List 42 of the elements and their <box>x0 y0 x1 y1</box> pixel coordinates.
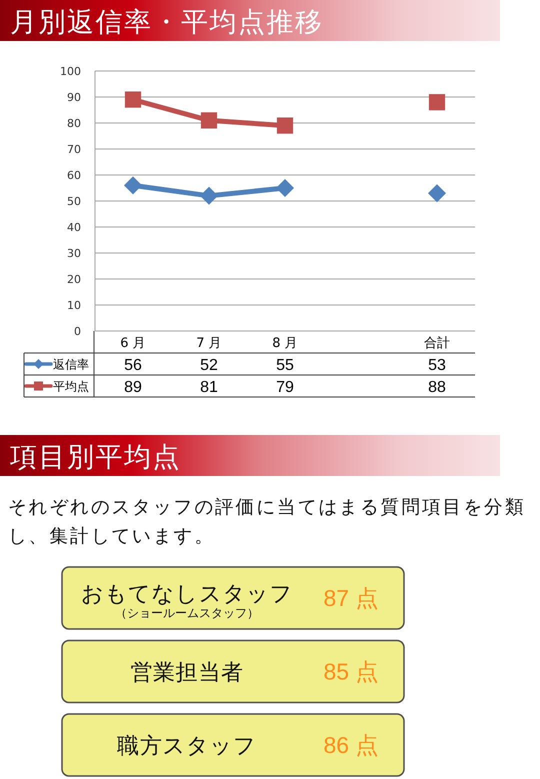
category-label: おもてなしスタッフ（ショールームスタッフ） <box>80 582 294 620</box>
point <box>200 112 218 128</box>
data-label: 52 <box>200 357 218 374</box>
text: 項目別平均点 <box>9 442 181 473</box>
y-tick-label: 0 <box>74 325 81 338</box>
text: それぞれのスタッフの評価に当てはまる質問項目を分類し、集計しています。 <box>8 497 526 547</box>
data-label: 56 <box>124 357 142 374</box>
chart-title: 月別返信率・平均点推移 <box>10 7 324 38</box>
y-tick-label: 100 <box>60 65 81 78</box>
y-tick-label: 80 <box>67 117 81 130</box>
data-label: 81 <box>200 379 218 396</box>
point <box>200 186 218 205</box>
x-tick-label: 8 月 <box>272 336 298 351</box>
y-tick-label: 70 <box>67 143 81 156</box>
legend-label: 返信率 <box>53 358 89 372</box>
y-tick-label: 50 <box>67 195 81 208</box>
x-tick-label: 6 月 <box>120 336 146 351</box>
x-tick-label: 7 月 <box>196 336 222 351</box>
point <box>124 92 142 108</box>
point <box>428 94 446 110</box>
y-tick-label: 20 <box>67 273 81 286</box>
y-tick-label: 90 <box>67 91 81 104</box>
data-label: 89 <box>124 379 142 396</box>
y-tick-label: 10 <box>67 299 81 312</box>
data-label: 53 <box>428 357 446 374</box>
category-label: 職方スタッフ <box>117 734 257 759</box>
data-label: 85 点 <box>324 658 378 684</box>
legend-label: 平均点 <box>53 380 89 394</box>
data-label: 55 <box>276 357 294 374</box>
category-label: 営業担当者 <box>130 660 244 686</box>
point <box>276 179 294 197</box>
data-label: 87 点 <box>324 585 378 611</box>
x-tick-label: 合計 <box>424 336 450 351</box>
data-label: 86 点 <box>324 732 378 758</box>
point <box>276 118 294 134</box>
data-label: 79 <box>276 379 294 396</box>
point <box>428 184 446 202</box>
y-tick-label: 30 <box>67 247 81 260</box>
y-tick-label: 60 <box>67 169 81 182</box>
data-label: 88 <box>428 379 446 396</box>
point <box>124 176 142 194</box>
y-tick-label: 40 <box>67 221 81 234</box>
